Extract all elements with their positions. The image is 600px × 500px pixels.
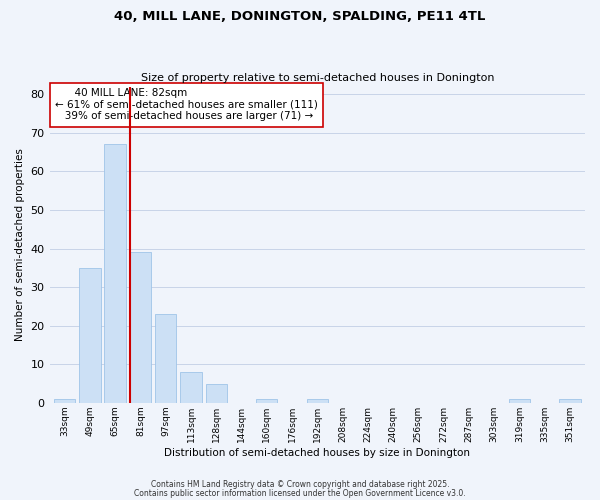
Bar [559,399,581,403]
Bar [54,399,76,403]
Bar [307,399,328,403]
Bar [256,399,277,403]
Bar [206,384,227,403]
Text: Contains public sector information licensed under the Open Government Licence v3: Contains public sector information licen… [134,489,466,498]
Bar [130,252,151,403]
Text: Contains HM Land Registry data © Crown copyright and database right 2025.: Contains HM Land Registry data © Crown c… [151,480,449,489]
Bar [79,268,101,403]
Title: Size of property relative to semi-detached houses in Donington: Size of property relative to semi-detach… [140,73,494,83]
Text: 40 MILL LANE: 82sqm
← 61% of semi-detached houses are smaller (111)
   39% of se: 40 MILL LANE: 82sqm ← 61% of semi-detach… [55,88,318,122]
Bar [509,399,530,403]
Text: 40, MILL LANE, DONINGTON, SPALDING, PE11 4TL: 40, MILL LANE, DONINGTON, SPALDING, PE11… [115,10,485,23]
Y-axis label: Number of semi-detached properties: Number of semi-detached properties [15,148,25,341]
Bar [155,314,176,403]
Bar [180,372,202,403]
X-axis label: Distribution of semi-detached houses by size in Donington: Distribution of semi-detached houses by … [164,448,470,458]
Bar [104,144,126,403]
